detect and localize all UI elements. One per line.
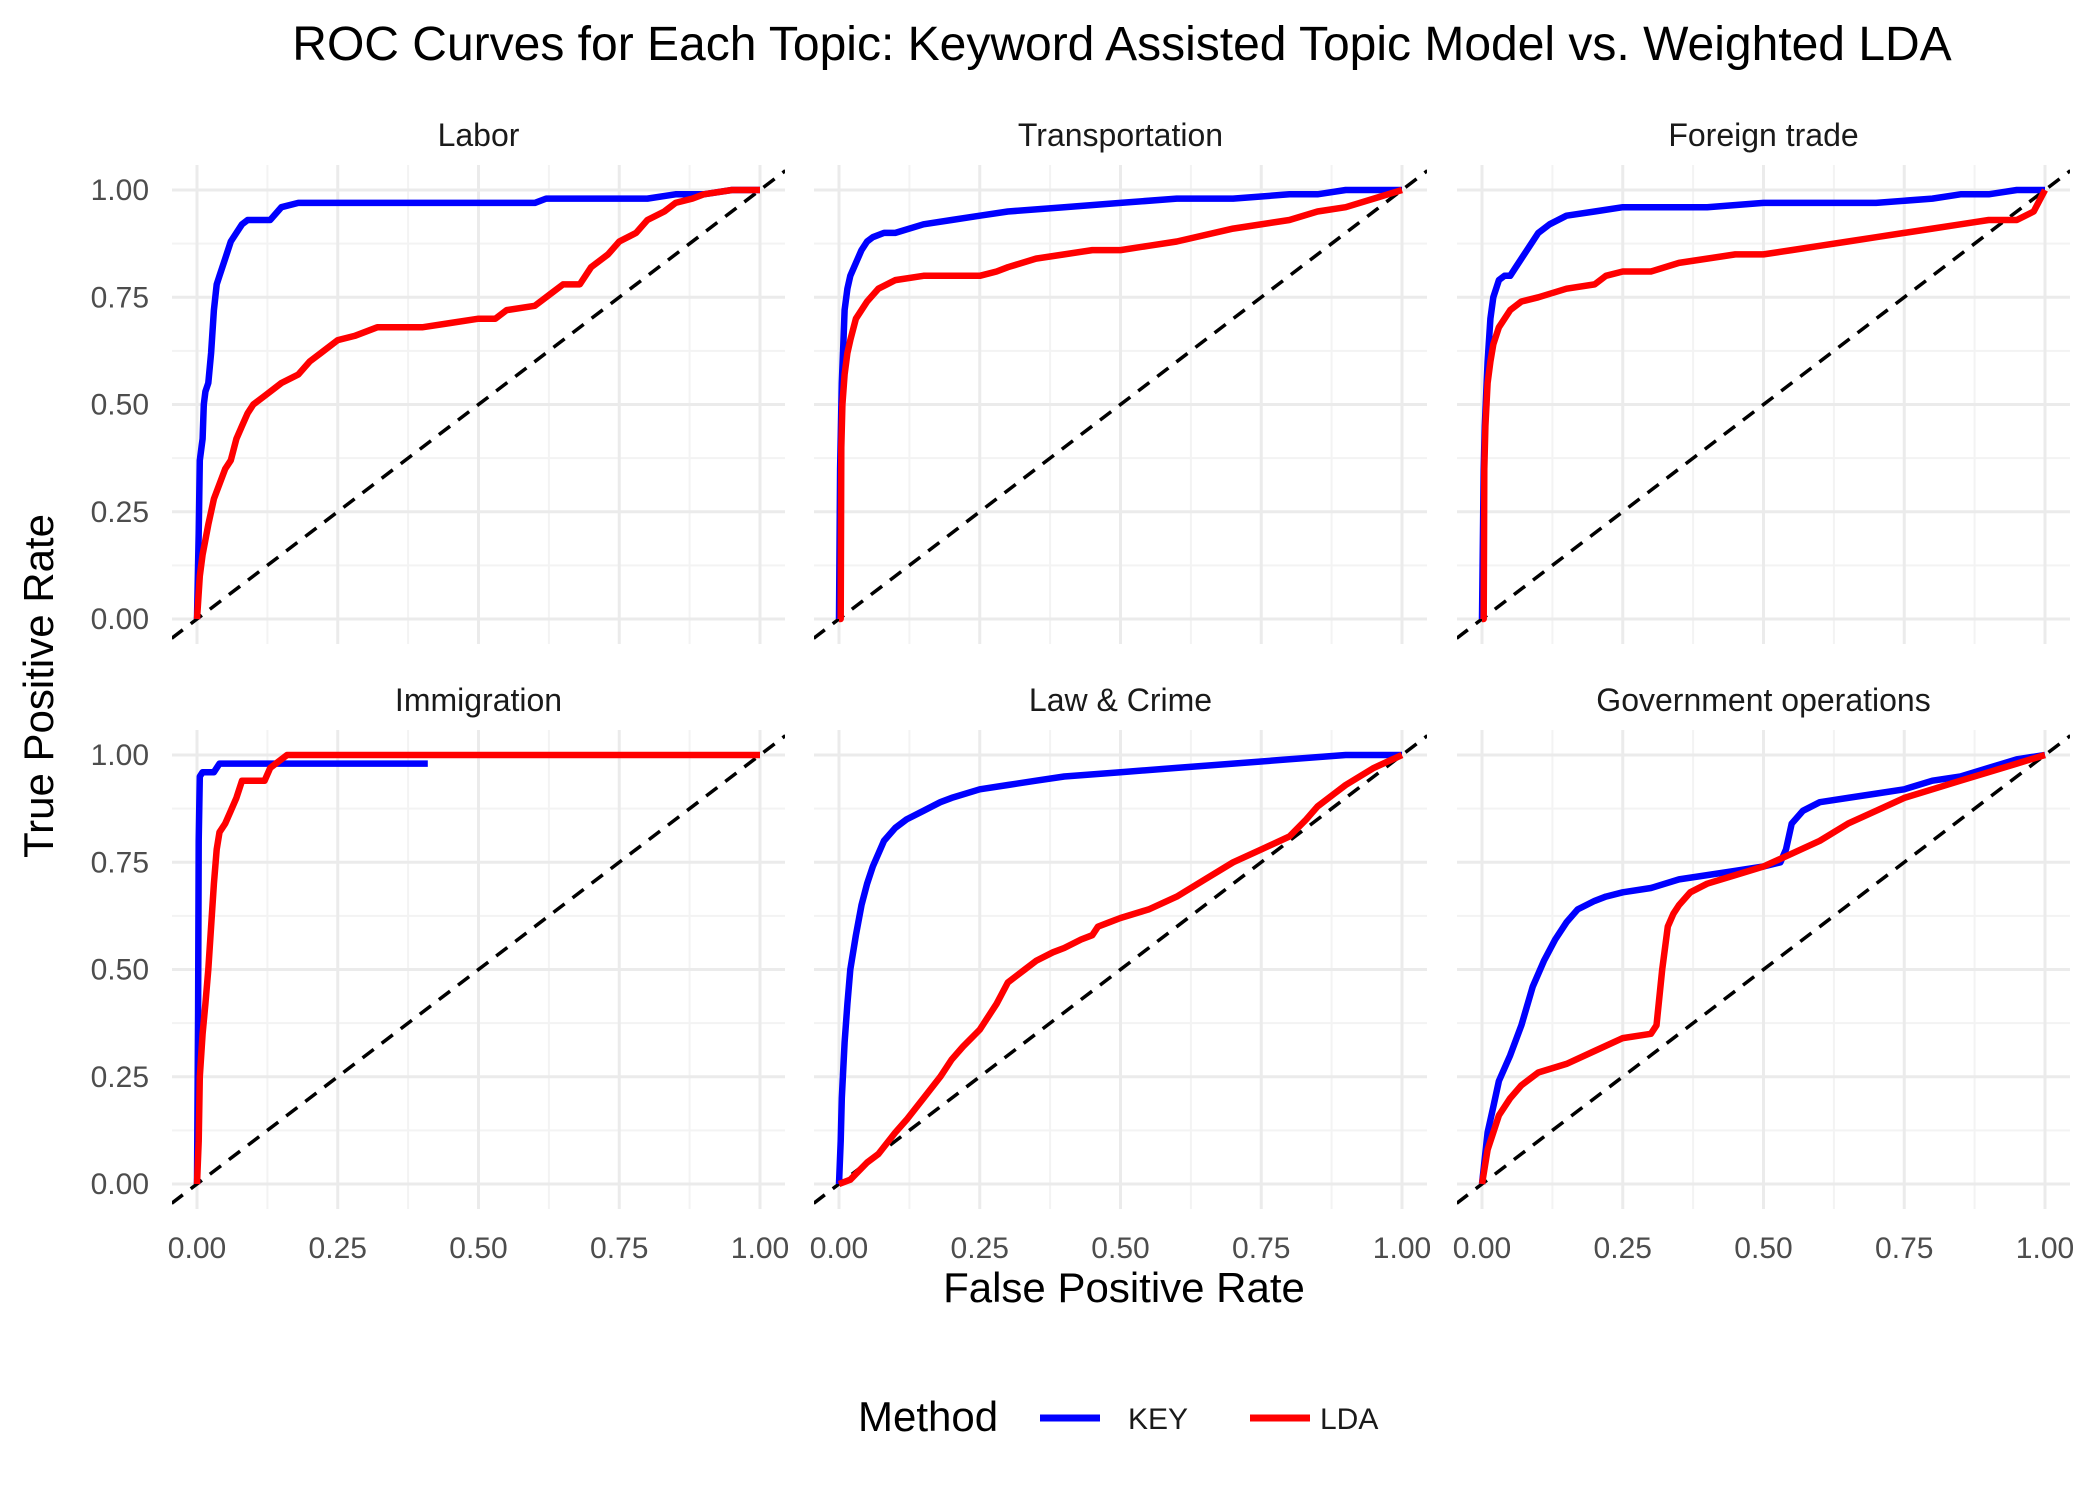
- roc-curve-key: [193, 186, 760, 620]
- roc-curve-key: [1478, 751, 2046, 1185]
- chart-title: ROC Curves for Each Topic: Keyword Assis…: [292, 18, 1951, 71]
- facet-panels: Labor 0.00 0.25 0.50 0.75 1.00 Transportation F…: [91, 117, 2075, 1265]
- y-tick-label: 0.25: [91, 496, 149, 529]
- diagonal-reference-line: [172, 169, 785, 640]
- roc-curve-key: [835, 751, 1402, 1185]
- x-tick-label: 0.25: [1594, 1232, 1652, 1265]
- facet-label: Transportation: [1018, 117, 1223, 153]
- roc-curve-lda: [193, 186, 760, 620]
- x-tick-label: 0.00: [168, 1232, 226, 1265]
- y-axis-title: True Positive Rate: [15, 514, 62, 858]
- roc-curve-lda: [1478, 751, 2046, 1185]
- x-tick-label: 0.75: [1875, 1232, 1933, 1265]
- legend-key-label: KEY: [1128, 1403, 1188, 1436]
- x-tick-label: 0.75: [1232, 1232, 1290, 1265]
- panel-government-operations: Government operations 0.00 0.25 0.50 0.75 1.0…: [1453, 682, 2074, 1265]
- facet-label: Law & Crime: [1029, 682, 1212, 718]
- roc-curve-lda: [1480, 188, 2048, 623]
- panel-law-crime: Law & Crime 0.00 0.25 0.50 0.75 1.00: [810, 682, 1431, 1265]
- roc-curve-key: [193, 760, 428, 1185]
- legend-lda-label: LDA: [1320, 1403, 1378, 1436]
- legend-title: Method: [858, 1393, 998, 1440]
- x-tick-label: 0.75: [590, 1232, 648, 1265]
- y-tick-label: 0.25: [91, 1061, 149, 1094]
- x-tick-label: 0.50: [1091, 1232, 1149, 1265]
- x-tick-label: 0.50: [1734, 1232, 1792, 1265]
- x-tick-label: 0.25: [309, 1232, 367, 1265]
- roc-curve-key: [835, 186, 1402, 620]
- roc-curve-lda: [193, 751, 760, 1185]
- y-tick-label: 0.75: [91, 281, 149, 314]
- diagonal-reference-line: [814, 169, 1427, 640]
- y-tick-label: 0.50: [91, 954, 149, 987]
- roc-curve-lda: [837, 186, 1403, 623]
- y-tick-label: 0.75: [91, 846, 149, 879]
- roc-curve-key: [1478, 186, 2045, 620]
- facet-label: Government operations: [1596, 682, 1930, 718]
- panel-transportation: Transportation: [814, 117, 1427, 644]
- x-tick-label: 0.00: [1453, 1232, 1511, 1265]
- x-tick-label: 1.00: [2016, 1232, 2074, 1265]
- panel-immigration: Immigration 0.00 0.25 0.50 0.75 1.00 0.00 0.25 0…: [91, 682, 790, 1265]
- panel-labor: Labor 0.00 0.25 0.50 0.75 1.00: [91, 117, 785, 644]
- legend: Method KEY LDA: [858, 1393, 1378, 1440]
- diagonal-reference-line: [814, 734, 1427, 1205]
- y-tick-label: 0.50: [91, 389, 149, 422]
- facet-label: Immigration: [395, 682, 562, 718]
- y-tick-label: 1.00: [91, 174, 149, 207]
- x-tick-label: 1.00: [731, 1232, 789, 1265]
- x-axis-title: False Positive Rate: [943, 1264, 1305, 1311]
- x-tick-label: 0.00: [810, 1232, 868, 1265]
- diagonal-reference-line: [1457, 169, 2070, 640]
- diagonal-reference-line: [172, 734, 785, 1205]
- x-tick-label: 0.50: [449, 1232, 507, 1265]
- x-tick-label: 0.25: [951, 1232, 1009, 1265]
- panel-foreign-trade: Foreign trade: [1457, 117, 2070, 644]
- y-tick-label: 1.00: [91, 739, 149, 772]
- x-tick-label: 1.00: [1373, 1232, 1431, 1265]
- y-tick-label: 0.00: [91, 603, 149, 636]
- diagonal-reference-line: [1457, 734, 2070, 1205]
- roc-curve-lda: [837, 752, 1404, 1188]
- facet-label: Labor: [438, 117, 520, 153]
- y-tick-label: 0.00: [91, 1168, 149, 1201]
- facet-label: Foreign trade: [1668, 117, 1858, 153]
